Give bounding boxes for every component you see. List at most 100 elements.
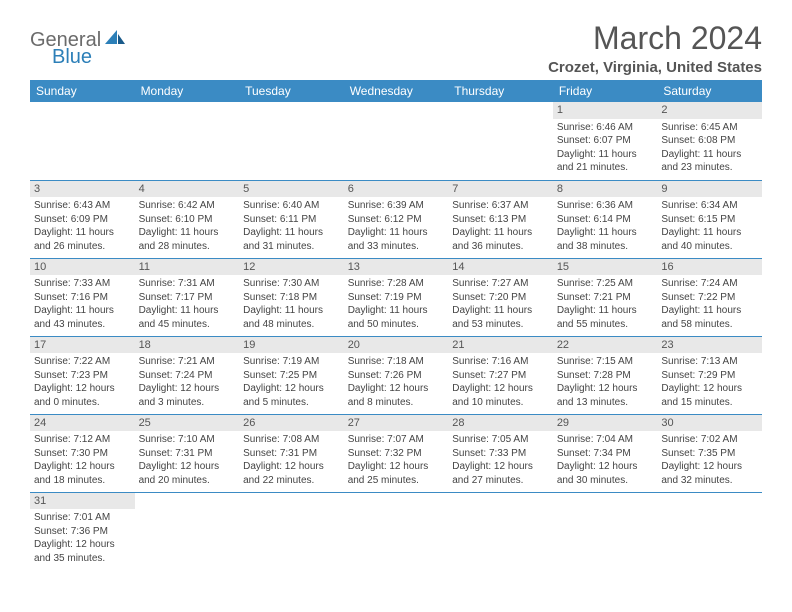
day-number: 9 [657,181,762,198]
day-cell: 4Sunrise: 6:42 AMSunset: 6:10 PMDaylight… [135,180,240,258]
day-cell: 26Sunrise: 7:08 AMSunset: 7:31 PMDayligh… [239,414,344,492]
empty-cell [448,102,553,180]
day-info: Sunrise: 7:18 AMSunset: 7:26 PMDaylight:… [348,355,445,409]
sunrise-text: Sunrise: 7:05 AM [452,433,549,447]
sunset-text: Sunset: 7:30 PM [34,447,131,461]
daylight-text: Daylight: 11 hours and 38 minutes. [557,226,654,253]
sunset-text: Sunset: 6:07 PM [557,134,654,148]
sunset-text: Sunset: 7:35 PM [661,447,758,461]
sunset-text: Sunset: 6:15 PM [661,213,758,227]
sunrise-text: Sunrise: 7:19 AM [243,355,340,369]
day-info: Sunrise: 7:05 AMSunset: 7:33 PMDaylight:… [452,433,549,487]
sunrise-text: Sunrise: 7:31 AM [139,277,236,291]
day-info: Sunrise: 7:22 AMSunset: 7:23 PMDaylight:… [34,355,131,409]
sunset-text: Sunset: 7:16 PM [34,291,131,305]
sunrise-text: Sunrise: 7:24 AM [661,277,758,291]
daylight-text: Daylight: 11 hours and 45 minutes. [139,304,236,331]
daylight-text: Daylight: 12 hours and 20 minutes. [139,460,236,487]
sunrise-text: Sunrise: 7:22 AM [34,355,131,369]
sunrise-text: Sunrise: 6:39 AM [348,199,445,213]
sunset-text: Sunset: 6:13 PM [452,213,549,227]
empty-cell [135,492,240,570]
day-number: 6 [344,181,449,198]
day-cell: 25Sunrise: 7:10 AMSunset: 7:31 PMDayligh… [135,414,240,492]
sunrise-text: Sunrise: 7:12 AM [34,433,131,447]
day-info: Sunrise: 6:39 AMSunset: 6:12 PMDaylight:… [348,199,445,253]
sunset-text: Sunset: 6:08 PM [661,134,758,148]
daylight-text: Daylight: 11 hours and 33 minutes. [348,226,445,253]
sunset-text: Sunset: 6:11 PM [243,213,340,227]
day-info: Sunrise: 6:34 AMSunset: 6:15 PMDaylight:… [661,199,758,253]
day-number: 29 [553,415,658,432]
header-right: March 2024 Crozet, Virginia, United Stat… [548,20,762,76]
daylight-text: Daylight: 11 hours and 31 minutes. [243,226,340,253]
day-number: 3 [30,181,135,198]
empty-cell [344,492,449,570]
day-info: Sunrise: 7:04 AMSunset: 7:34 PMDaylight:… [557,433,654,487]
day-cell: 30Sunrise: 7:02 AMSunset: 7:35 PMDayligh… [657,414,762,492]
sunrise-text: Sunrise: 6:43 AM [34,199,131,213]
day-cell: 29Sunrise: 7:04 AMSunset: 7:34 PMDayligh… [553,414,658,492]
empty-cell [239,492,344,570]
day-cell: 13Sunrise: 7:28 AMSunset: 7:19 PMDayligh… [344,258,449,336]
week-row: 17Sunrise: 7:22 AMSunset: 7:23 PMDayligh… [30,336,762,414]
empty-cell [30,102,135,180]
day-cell: 12Sunrise: 7:30 AMSunset: 7:18 PMDayligh… [239,258,344,336]
day-info: Sunrise: 6:46 AMSunset: 6:07 PMDaylight:… [557,121,654,175]
day-info: Sunrise: 7:13 AMSunset: 7:29 PMDaylight:… [661,355,758,409]
day-number: 10 [30,259,135,276]
sunset-text: Sunset: 7:26 PM [348,369,445,383]
logo-text-2: Blue [52,46,92,69]
day-number: 5 [239,181,344,198]
day-number: 30 [657,415,762,432]
week-row: 10Sunrise: 7:33 AMSunset: 7:16 PMDayligh… [30,258,762,336]
day-number: 17 [30,337,135,354]
day-header-sat: Saturday [657,80,762,102]
day-info: Sunrise: 7:07 AMSunset: 7:32 PMDaylight:… [348,433,445,487]
daylight-text: Daylight: 11 hours and 55 minutes. [557,304,654,331]
sunrise-text: Sunrise: 7:10 AM [139,433,236,447]
day-info: Sunrise: 6:43 AMSunset: 6:09 PMDaylight:… [34,199,131,253]
week-row: 3Sunrise: 6:43 AMSunset: 6:09 PMDaylight… [30,180,762,258]
sunset-text: Sunset: 7:31 PM [139,447,236,461]
daylight-text: Daylight: 11 hours and 48 minutes. [243,304,340,331]
day-number: 14 [448,259,553,276]
daylight-text: Daylight: 12 hours and 0 minutes. [34,382,131,409]
day-number: 4 [135,181,240,198]
week-row: 1Sunrise: 6:46 AMSunset: 6:07 PMDaylight… [30,102,762,180]
day-info: Sunrise: 7:25 AMSunset: 7:21 PMDaylight:… [557,277,654,331]
sunrise-text: Sunrise: 7:27 AM [452,277,549,291]
day-cell: 17Sunrise: 7:22 AMSunset: 7:23 PMDayligh… [30,336,135,414]
day-number: 8 [553,181,658,198]
sunrise-text: Sunrise: 7:16 AM [452,355,549,369]
day-info: Sunrise: 7:33 AMSunset: 7:16 PMDaylight:… [34,277,131,331]
day-number: 21 [448,337,553,354]
daylight-text: Daylight: 11 hours and 23 minutes. [661,148,758,175]
day-info: Sunrise: 6:36 AMSunset: 6:14 PMDaylight:… [557,199,654,253]
day-cell: 6Sunrise: 6:39 AMSunset: 6:12 PMDaylight… [344,180,449,258]
daylight-text: Daylight: 11 hours and 43 minutes. [34,304,131,331]
daylight-text: Daylight: 12 hours and 15 minutes. [661,382,758,409]
sunset-text: Sunset: 7:27 PM [452,369,549,383]
sunset-text: Sunset: 7:24 PM [139,369,236,383]
day-cell: 3Sunrise: 6:43 AMSunset: 6:09 PMDaylight… [30,180,135,258]
location: Crozet, Virginia, United States [548,59,762,76]
day-number: 19 [239,337,344,354]
sunrise-text: Sunrise: 7:25 AM [557,277,654,291]
day-cell: 1Sunrise: 6:46 AMSunset: 6:07 PMDaylight… [553,102,658,180]
sunrise-text: Sunrise: 7:18 AM [348,355,445,369]
sunrise-text: Sunrise: 6:40 AM [243,199,340,213]
daylight-text: Daylight: 12 hours and 8 minutes. [348,382,445,409]
day-cell: 18Sunrise: 7:21 AMSunset: 7:24 PMDayligh… [135,336,240,414]
day-info: Sunrise: 6:45 AMSunset: 6:08 PMDaylight:… [661,121,758,175]
sunrise-text: Sunrise: 7:01 AM [34,511,131,525]
day-info: Sunrise: 7:30 AMSunset: 7:18 PMDaylight:… [243,277,340,331]
day-info: Sunrise: 6:37 AMSunset: 6:13 PMDaylight:… [452,199,549,253]
daylight-text: Daylight: 11 hours and 28 minutes. [139,226,236,253]
day-info: Sunrise: 7:12 AMSunset: 7:30 PMDaylight:… [34,433,131,487]
day-info: Sunrise: 7:01 AMSunset: 7:36 PMDaylight:… [34,511,131,565]
day-number: 16 [657,259,762,276]
day-number: 22 [553,337,658,354]
day-cell: 24Sunrise: 7:12 AMSunset: 7:30 PMDayligh… [30,414,135,492]
sunset-text: Sunset: 7:22 PM [661,291,758,305]
